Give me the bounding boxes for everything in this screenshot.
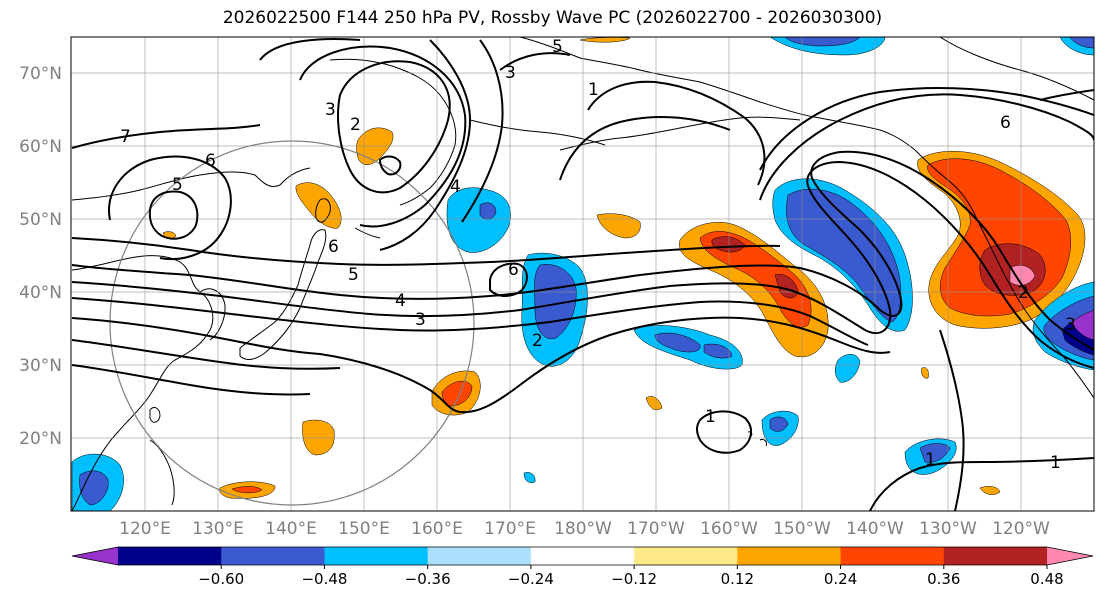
lon-tick-label: 120°W: [992, 519, 1050, 539]
colorbar-tick-label: 0.48: [1030, 570, 1063, 588]
contour-label: 4: [450, 177, 461, 197]
colorbar-tick-label: 0.24: [824, 570, 857, 588]
colorbar-segment: [634, 547, 738, 565]
contour-label: 2: [532, 331, 543, 351]
contour-label: 3: [505, 63, 516, 83]
pc-shading: [71, 37, 1094, 511]
contour-label: 3: [415, 310, 426, 330]
contour-labels: 5 3 2 1 7 6 5 4 3 2 6 5 4 3 6 6 2 1 1 3 …: [120, 37, 1076, 473]
contour-label: 7: [120, 127, 131, 147]
lon-tick-label: 160°W: [700, 519, 758, 539]
contour-label: 1: [925, 450, 936, 470]
gridlines: [71, 37, 1094, 511]
contour-label: 6: [508, 260, 519, 280]
colorbar-tick-label: 0.12: [721, 570, 754, 588]
contour-label: 2: [1018, 283, 1029, 303]
lat-tick-label: 30°N: [19, 356, 62, 376]
colorbar-segment: [943, 547, 1048, 565]
contour-label: 6: [205, 151, 216, 171]
colorbar-segment: [427, 547, 532, 565]
lat-tick-label: 70°N: [19, 64, 62, 84]
lon-tick-label: 130°W: [919, 519, 977, 539]
lon-tick-label: 150°E: [338, 519, 390, 539]
lon-tick-label: 180°W: [554, 519, 612, 539]
contour-label: 6: [1000, 113, 1011, 133]
colorbar-tick-label: −0.48: [301, 570, 347, 588]
lon-tick-label: 140°W: [846, 519, 904, 539]
lat-tick-label: 20°N: [19, 429, 62, 449]
lat-tick-label: 40°N: [19, 283, 62, 303]
colorbar-outline: [71, 546, 1094, 566]
contour-label: 4: [395, 291, 406, 311]
colorbar-tick-label: −0.24: [508, 570, 554, 588]
contour-label: 5: [172, 175, 183, 195]
colorbar-segment: [221, 547, 325, 565]
colorbar: −0.60 −0.48 −0.36 −0.24 −0.12 0.12 0.24 0.36 0.4…: [71, 546, 1094, 588]
lon-tick-label: 170°E: [484, 519, 536, 539]
contour-label: 6: [328, 237, 339, 257]
lon-tick-label: 140°E: [265, 519, 317, 539]
colorbar-tick-label: −0.12: [611, 570, 657, 588]
contour-label: 3: [1065, 315, 1076, 335]
contour-label: 5: [348, 265, 359, 285]
pv-contours: [71, 38, 1094, 511]
coastlines: [71, 37, 1094, 511]
colorbar-tick-label: −0.36: [405, 570, 451, 588]
lat-labels: 20°N 30°N 40°N 50°N 60°N 70°N: [19, 64, 62, 449]
colorbar-tick-label: −0.60: [198, 570, 244, 588]
lon-tick-label: 130°E: [192, 519, 244, 539]
lon-tick-label: 120°E: [119, 519, 171, 539]
contour-label: 5: [552, 37, 563, 57]
contour-label: 1: [1050, 453, 1061, 473]
lon-tick-label: 170°W: [627, 519, 685, 539]
colorbar-extend-low: [72, 547, 118, 565]
lon-labels: 120°E 130°E 140°E 150°E 160°E 170°E 180°…: [119, 519, 1050, 539]
contour-label: 1: [705, 407, 716, 427]
colorbar-segment: [118, 547, 222, 565]
colorbar-tick-label: 0.36: [927, 570, 960, 588]
map-panel: 5 3 2 1 7 6 5 4 3 2 6 5 4 3 6 6 2 1 1 3 …: [71, 37, 1094, 511]
colorbar-extend-high: [1047, 547, 1093, 565]
reference-circle: [109, 140, 475, 506]
lon-tick-label: 160°E: [411, 519, 463, 539]
contour-label: 2: [350, 115, 361, 135]
lat-tick-label: 50°N: [19, 210, 62, 230]
lat-tick-label: 60°N: [19, 137, 62, 157]
contour-label: 1: [588, 80, 599, 100]
figure-title: 2026022500 F144 250 hPa PV, Rossby Wave …: [222, 8, 883, 28]
contour-label: 3: [325, 100, 336, 120]
colorbar-segment: [737, 547, 842, 565]
colorbar-segment: [840, 547, 945, 565]
lon-tick-label: 150°W: [773, 519, 831, 539]
colorbar-segment: [324, 547, 429, 565]
map-frame: [70, 36, 1095, 512]
colorbar-segment: [530, 547, 635, 565]
